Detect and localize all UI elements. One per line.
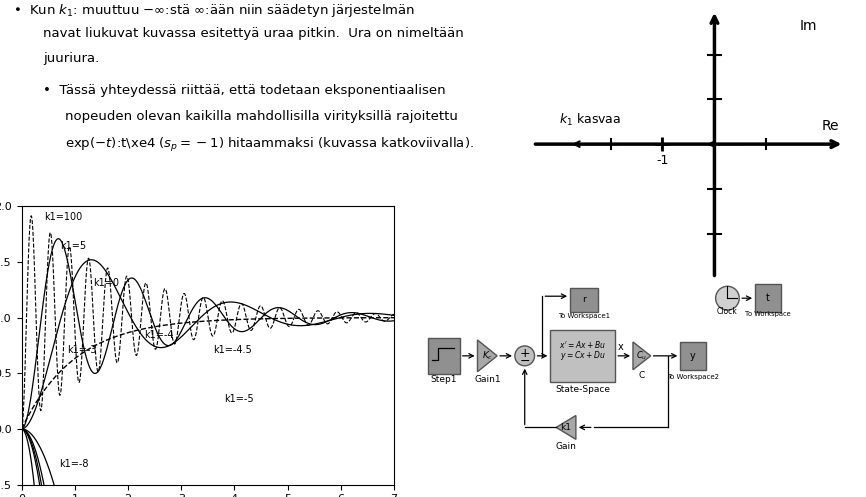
Text: k1=5: k1=5 bbox=[60, 241, 86, 250]
Text: y: y bbox=[690, 351, 696, 361]
Text: State-Space: State-Space bbox=[555, 385, 611, 394]
FancyBboxPatch shape bbox=[680, 342, 706, 370]
Text: To Workspace2: To Workspace2 bbox=[667, 374, 719, 380]
Text: $x' = Ax+Bu$: $x' = Ax+Bu$ bbox=[559, 339, 606, 350]
Text: k1=-4: k1=-4 bbox=[144, 330, 173, 339]
Text: nopeuden olevan kaikilla mahdollisilla virityksillä rajoitettu: nopeuden olevan kaikilla mahdollisilla v… bbox=[65, 110, 458, 123]
Text: k1: k1 bbox=[560, 423, 572, 432]
Text: k1=-4.5: k1=-4.5 bbox=[213, 345, 252, 355]
Text: r: r bbox=[582, 295, 585, 304]
Text: To Workspace: To Workspace bbox=[745, 311, 791, 317]
Circle shape bbox=[715, 286, 740, 310]
Text: Clock: Clock bbox=[717, 307, 738, 316]
Text: •  Kun $k_1$: muuttuu $-\infty$:stä $\infty$:ään niin säädetyn järjestelmän: • Kun $k_1$: muuttuu $-\infty$:stä $\inf… bbox=[13, 2, 415, 19]
Text: navat liukuvat kuvassa esitettyä uraa pitkin.  Ura on nimeltään: navat liukuvat kuvassa esitettyä uraa pi… bbox=[43, 27, 464, 40]
Text: Gain1: Gain1 bbox=[474, 375, 501, 384]
Text: k1=0: k1=0 bbox=[94, 278, 120, 288]
Text: -1: -1 bbox=[656, 154, 669, 167]
Text: $y = Cx+Du$: $y = Cx+Du$ bbox=[560, 349, 605, 362]
Text: •  Tässä yhteydessä riittää, että todetaan eksponentiaalisen: • Tässä yhteydessä riittää, että todetaa… bbox=[43, 84, 446, 97]
FancyBboxPatch shape bbox=[755, 284, 780, 312]
Text: juuriura.: juuriura. bbox=[43, 52, 100, 65]
Circle shape bbox=[515, 346, 534, 366]
Polygon shape bbox=[556, 415, 576, 439]
FancyBboxPatch shape bbox=[429, 338, 460, 374]
Text: To Workspace1: To Workspace1 bbox=[558, 313, 610, 319]
Text: k1=100: k1=100 bbox=[44, 212, 82, 222]
Text: k1=-5: k1=-5 bbox=[223, 394, 254, 404]
Text: Re: Re bbox=[822, 119, 839, 133]
Text: −: − bbox=[520, 355, 530, 368]
Text: Gain: Gain bbox=[556, 442, 577, 451]
FancyBboxPatch shape bbox=[570, 288, 598, 312]
FancyBboxPatch shape bbox=[550, 330, 615, 382]
Text: k1=-3: k1=-3 bbox=[67, 345, 96, 355]
Polygon shape bbox=[633, 342, 650, 370]
Polygon shape bbox=[477, 340, 497, 372]
Text: $k_1$ kasvaa: $k_1$ kasvaa bbox=[559, 112, 621, 128]
Text: C: C bbox=[638, 371, 645, 380]
Text: k1=-8: k1=-8 bbox=[59, 459, 88, 469]
Text: x: x bbox=[617, 342, 623, 352]
Text: $\exp(-t)$:t\xe4 ($s_p = -1$) hitaammaksi (kuvassa katkoviivalla).: $\exp(-t)$:t\xe4 ($s_p = -1$) hitaammaks… bbox=[65, 136, 474, 154]
Text: t: t bbox=[766, 293, 770, 303]
Text: +: + bbox=[520, 346, 530, 359]
Text: Step1: Step1 bbox=[430, 375, 457, 384]
Text: Im: Im bbox=[799, 19, 817, 33]
Text: $K_c$: $K_c$ bbox=[481, 349, 493, 362]
Text: $C_u$: $C_u$ bbox=[636, 349, 647, 362]
